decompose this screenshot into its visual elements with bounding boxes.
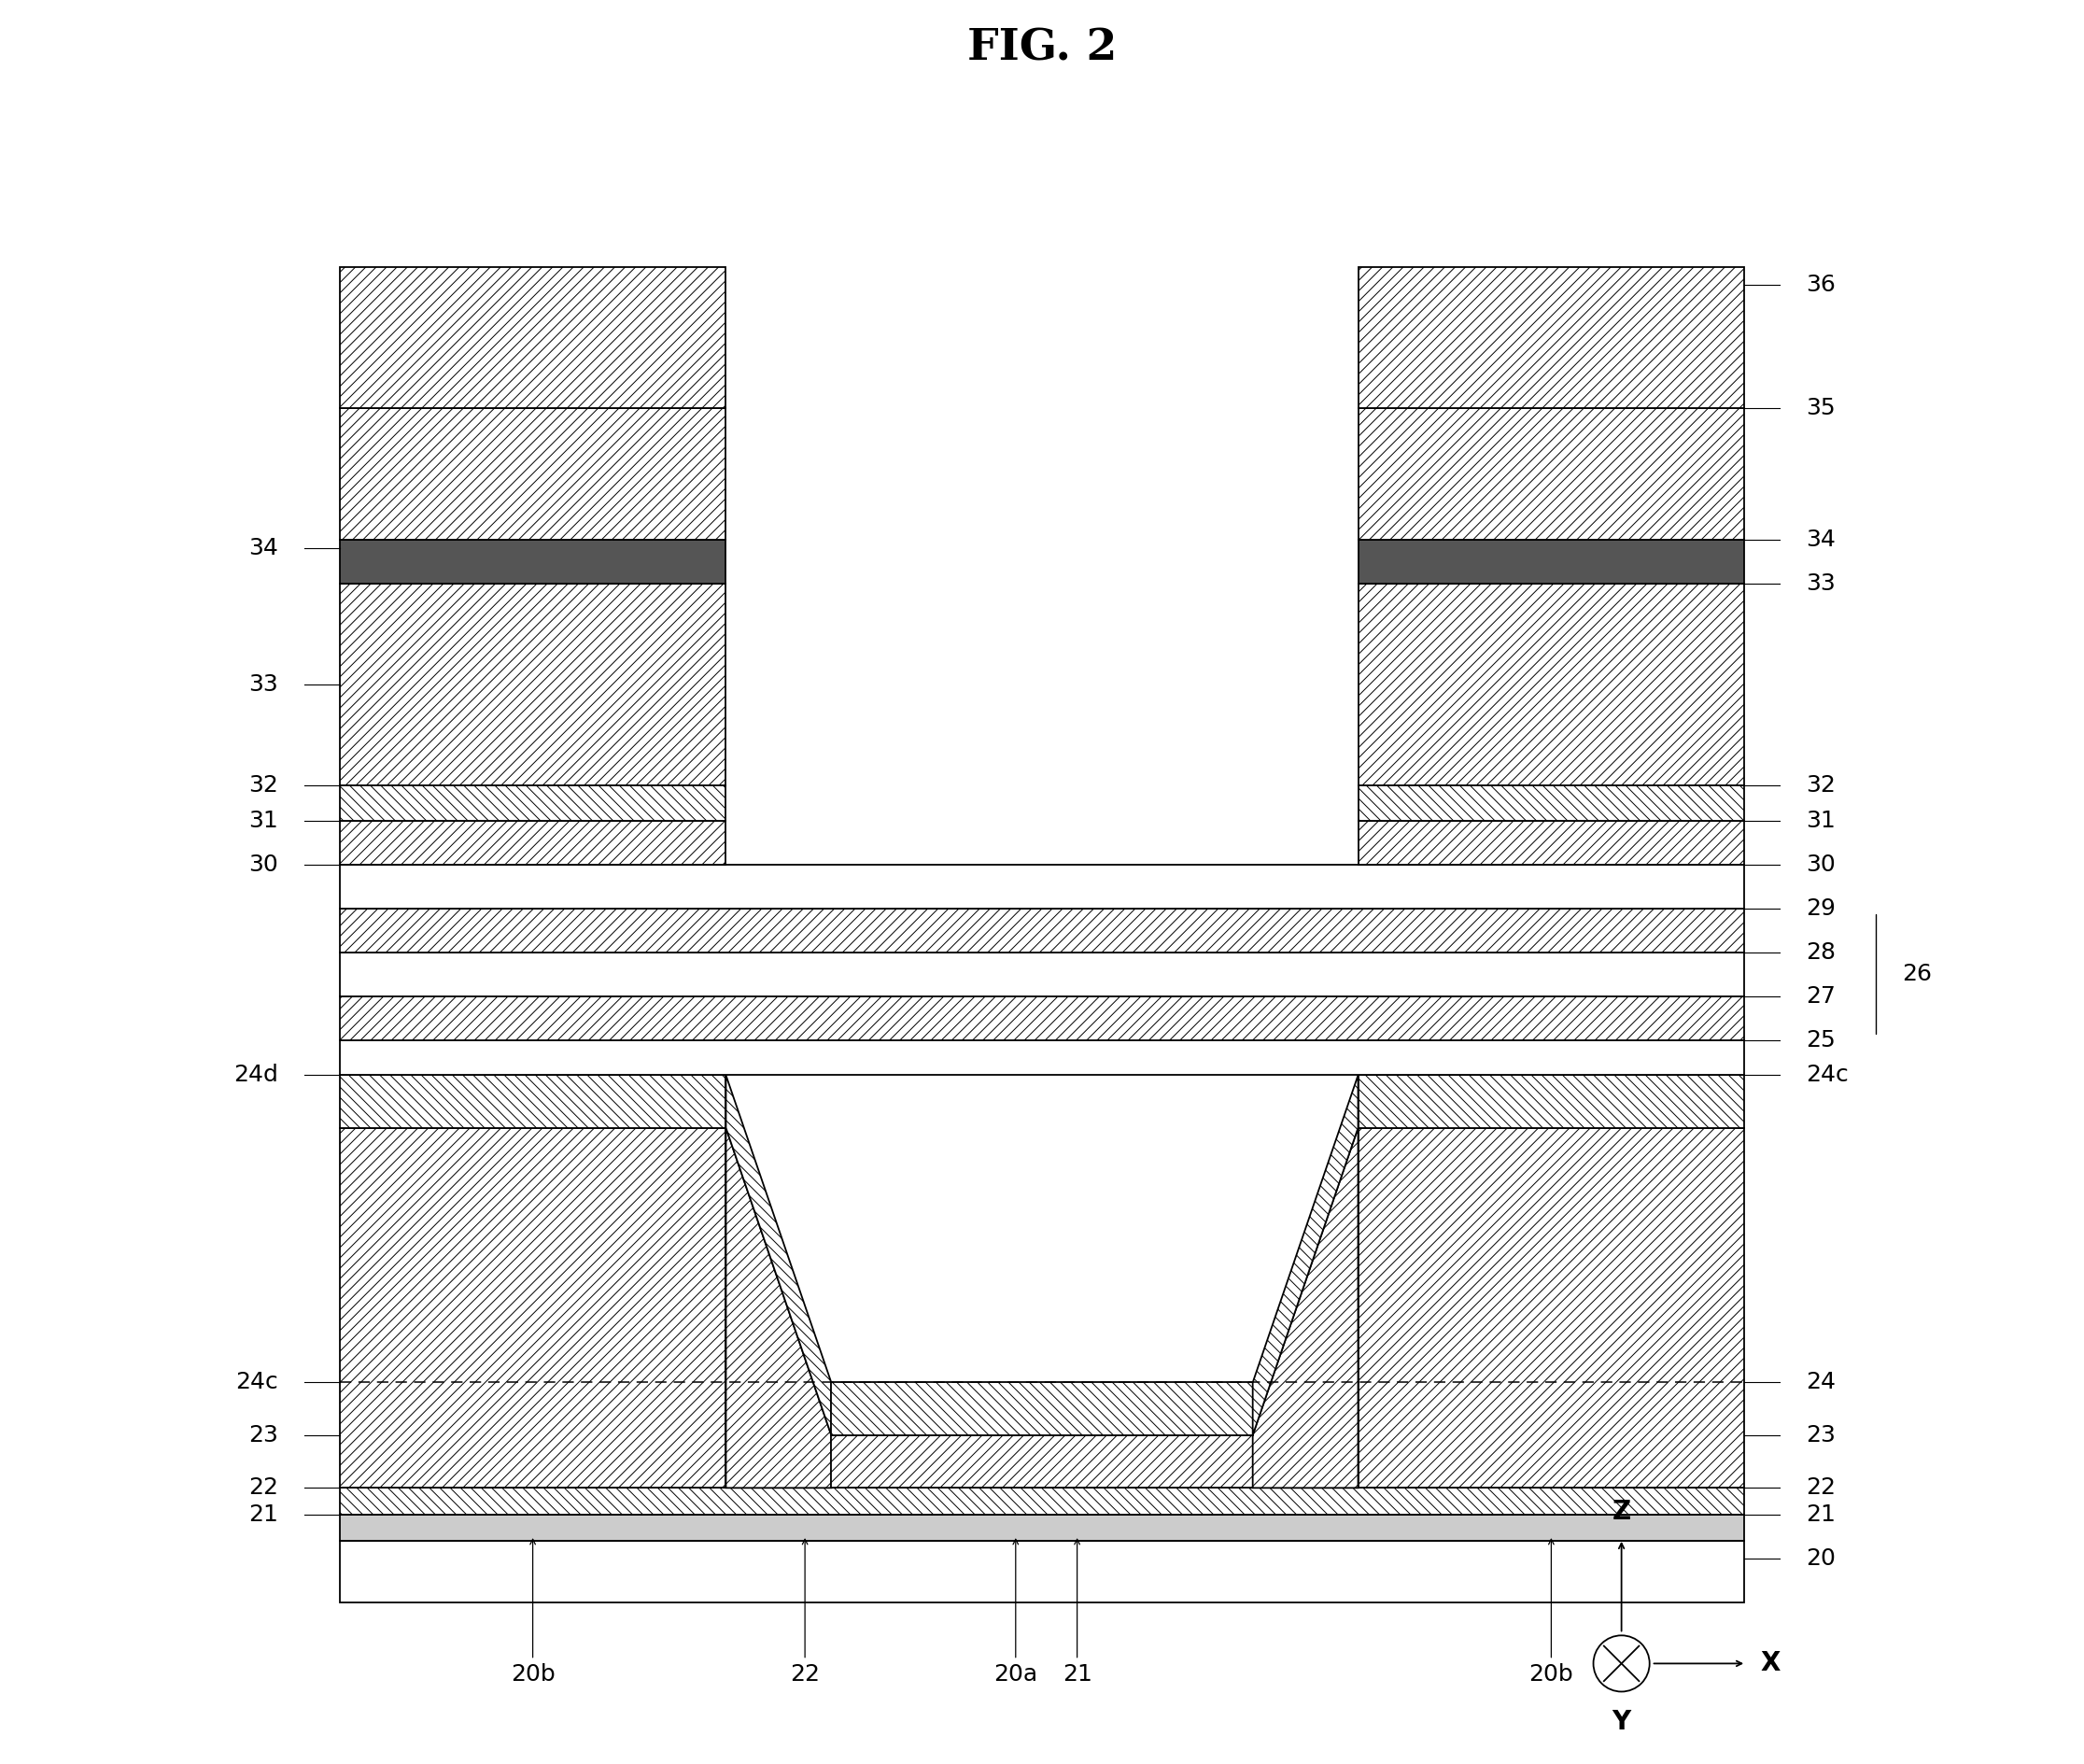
Polygon shape [1359, 540, 1744, 584]
Polygon shape [832, 1436, 1252, 1487]
Text: 20: 20 [1807, 1547, 1836, 1570]
Polygon shape [340, 1076, 725, 1127]
Polygon shape [1359, 820, 1744, 864]
Text: 33: 33 [248, 674, 277, 695]
Text: 20b: 20b [511, 1663, 554, 1686]
Text: 34: 34 [248, 536, 277, 559]
Polygon shape [340, 864, 1744, 908]
Polygon shape [340, 268, 725, 407]
Polygon shape [340, 1540, 1744, 1602]
Text: 31: 31 [248, 810, 277, 833]
Polygon shape [1252, 1127, 1359, 1487]
Polygon shape [340, 785, 725, 820]
Polygon shape [1252, 1076, 1359, 1436]
Polygon shape [340, 953, 1744, 997]
Polygon shape [1359, 1076, 1744, 1127]
Text: 34: 34 [1807, 529, 1836, 550]
Text: 24c: 24c [1807, 1064, 1849, 1087]
Text: 22: 22 [248, 1476, 277, 1499]
Text: 29: 29 [1807, 898, 1836, 919]
Polygon shape [340, 1514, 1744, 1540]
Polygon shape [340, 908, 1744, 953]
Text: 27: 27 [1807, 984, 1836, 1007]
Text: Y: Y [1613, 1709, 1632, 1736]
Text: 24d: 24d [233, 1064, 277, 1087]
Text: 21: 21 [1807, 1503, 1836, 1526]
Polygon shape [340, 820, 725, 864]
Text: X: X [1761, 1651, 1780, 1676]
Polygon shape [340, 1127, 725, 1487]
Text: FIG. 2: FIG. 2 [967, 26, 1117, 69]
Text: 21: 21 [248, 1503, 277, 1526]
Text: 32: 32 [248, 774, 277, 797]
Polygon shape [725, 1127, 832, 1487]
Text: 32: 32 [1807, 774, 1836, 797]
Text: 36: 36 [1807, 273, 1836, 296]
Text: 26: 26 [1903, 963, 1932, 986]
Text: 20b: 20b [1530, 1663, 1573, 1686]
Text: Z: Z [1613, 1499, 1632, 1524]
Text: 33: 33 [1807, 572, 1836, 594]
Text: 23: 23 [248, 1424, 277, 1446]
Text: 24c: 24c [235, 1371, 277, 1394]
Text: 21: 21 [1063, 1663, 1092, 1686]
Text: 30: 30 [1807, 854, 1836, 875]
Polygon shape [340, 407, 725, 540]
Text: 25: 25 [1807, 1028, 1836, 1051]
Text: 20a: 20a [994, 1663, 1038, 1686]
Polygon shape [832, 1383, 1252, 1436]
Text: 28: 28 [1807, 940, 1836, 963]
Polygon shape [1359, 785, 1744, 820]
Text: 30: 30 [248, 854, 277, 875]
Text: 31: 31 [1807, 810, 1836, 833]
Polygon shape [725, 1076, 832, 1436]
Text: 22: 22 [790, 1663, 819, 1686]
Text: 22: 22 [1807, 1476, 1836, 1499]
Polygon shape [1359, 407, 1744, 540]
Polygon shape [340, 1041, 1744, 1076]
Polygon shape [1359, 584, 1744, 785]
Polygon shape [1359, 268, 1744, 407]
Polygon shape [340, 584, 725, 785]
Polygon shape [340, 997, 1744, 1041]
Polygon shape [340, 540, 725, 584]
Text: 23: 23 [1807, 1424, 1836, 1446]
Text: 24: 24 [1807, 1371, 1836, 1394]
Polygon shape [340, 1487, 1744, 1514]
Text: 35: 35 [1807, 397, 1836, 420]
Polygon shape [1359, 1127, 1744, 1487]
